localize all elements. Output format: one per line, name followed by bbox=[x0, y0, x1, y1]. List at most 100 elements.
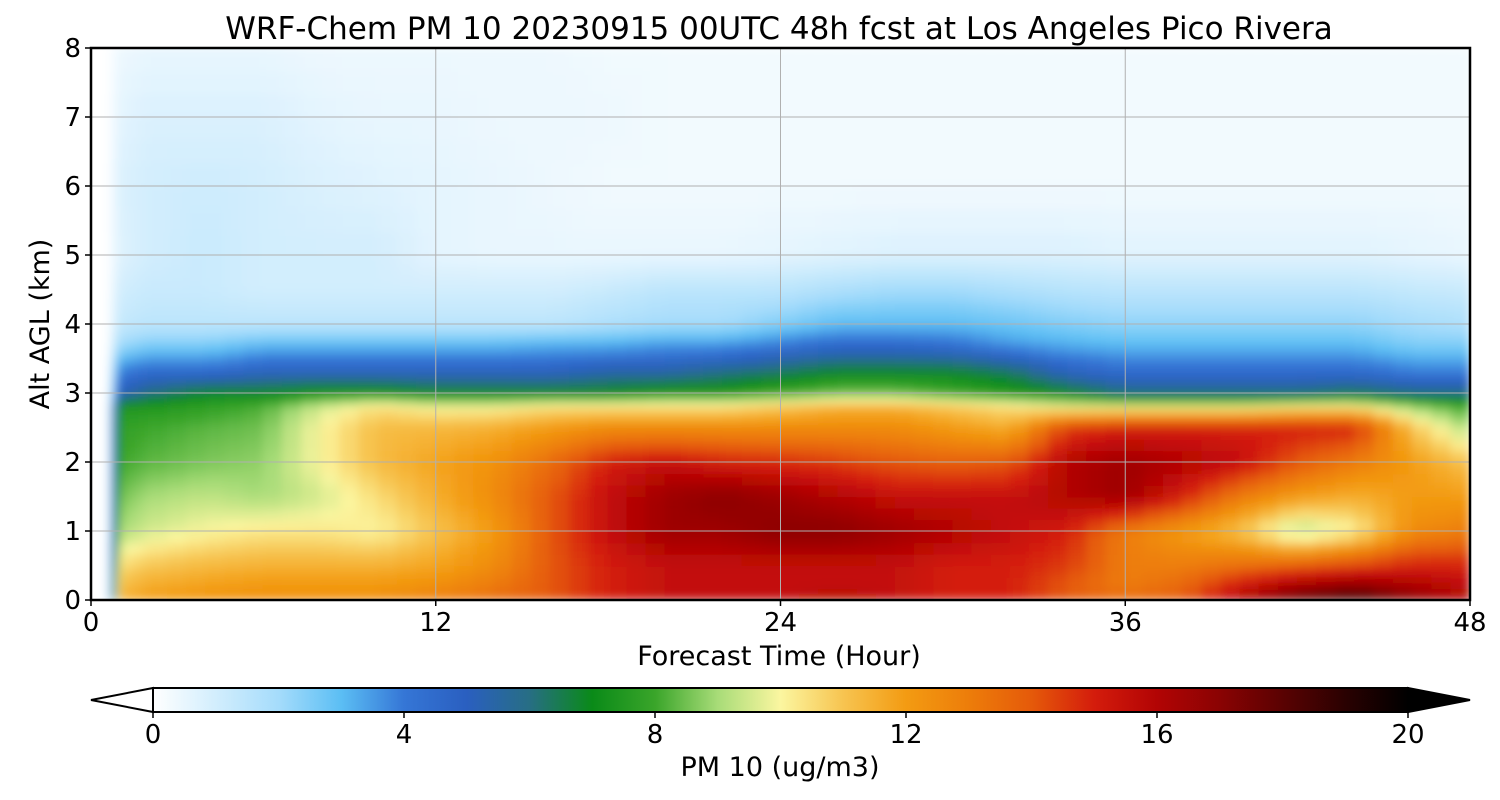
heatmap-cell bbox=[415, 461, 437, 475]
heatmap-cell bbox=[626, 518, 648, 532]
heatmap-cell bbox=[1028, 397, 1050, 403]
heatmap-cell bbox=[1354, 300, 1375, 314]
heatmap-cell bbox=[990, 406, 1011, 415]
heatmap-cell bbox=[626, 593, 648, 600]
heatmap-cell bbox=[1431, 587, 1452, 595]
heatmap-cell bbox=[1182, 265, 1203, 279]
heatmap-cell bbox=[626, 420, 648, 429]
heatmap-cell bbox=[1143, 518, 1165, 532]
heatmap-cell bbox=[1086, 438, 1107, 452]
heatmap-cell bbox=[971, 362, 992, 373]
heatmap-cell bbox=[664, 564, 686, 572]
heatmap-cell bbox=[569, 362, 590, 373]
heatmap-cell bbox=[473, 265, 494, 279]
heatmap-cell bbox=[492, 507, 513, 521]
heatmap-cell bbox=[1335, 162, 1356, 187]
heatmap-cell bbox=[1450, 426, 1470, 440]
heatmap-cell bbox=[779, 48, 801, 72]
heatmap-cell bbox=[645, 576, 667, 584]
heatmap-cell bbox=[550, 472, 571, 486]
heatmap-cell bbox=[473, 300, 494, 314]
heatmap-cell bbox=[971, 461, 992, 475]
heatmap-cell bbox=[101, 185, 109, 210]
heatmap-cell bbox=[473, 371, 494, 380]
heatmap-cell bbox=[1220, 139, 1241, 164]
heatmap-cell bbox=[339, 288, 360, 302]
heatmap-cell bbox=[1220, 344, 1241, 355]
heatmap-cell bbox=[1220, 582, 1241, 590]
heatmap-cell bbox=[473, 344, 494, 355]
heatmap-cell bbox=[1411, 576, 1433, 584]
heatmap-cell bbox=[818, 344, 839, 355]
heatmap-cell bbox=[1277, 587, 1299, 595]
heatmap-cell bbox=[492, 362, 513, 373]
heatmap-cell bbox=[818, 288, 839, 302]
heatmap-cell bbox=[875, 185, 897, 210]
heatmap-cell bbox=[1335, 582, 1356, 590]
heatmap-cell bbox=[1009, 254, 1031, 268]
heatmap-cell bbox=[760, 70, 782, 95]
heatmap-cell bbox=[741, 378, 762, 387]
heatmap-cell bbox=[1258, 593, 1280, 600]
heatmap-cell bbox=[415, 337, 437, 346]
heatmap-cell bbox=[1124, 530, 1146, 544]
heatmap-cell bbox=[281, 576, 303, 584]
heatmap-cell bbox=[1086, 553, 1107, 567]
heatmap-cell bbox=[1143, 582, 1165, 590]
heatmap-cell bbox=[262, 401, 284, 408]
heatmap-cell bbox=[1335, 401, 1356, 408]
heatmap-cell bbox=[224, 116, 245, 141]
colorbar-label: PM 10 (ug/m3) bbox=[681, 752, 880, 783]
heatmap-cell bbox=[101, 378, 109, 387]
heatmap-cell bbox=[971, 162, 992, 187]
heatmap-cell bbox=[1316, 139, 1337, 164]
heatmap-cell bbox=[96, 330, 104, 339]
heatmap-cell bbox=[799, 406, 820, 415]
heatmap-cell bbox=[1335, 420, 1356, 429]
heatmap-cell bbox=[1182, 426, 1203, 440]
heatmap-cell bbox=[415, 277, 437, 291]
heatmap-cell bbox=[358, 362, 379, 373]
heatmap-cell bbox=[107, 530, 113, 544]
heatmap-cell bbox=[1392, 344, 1414, 355]
heatmap-cell bbox=[320, 162, 341, 187]
heatmap-cell bbox=[396, 185, 418, 210]
heatmap-cell bbox=[281, 208, 303, 233]
heatmap-cell bbox=[147, 406, 169, 415]
heatmap-cell bbox=[301, 48, 322, 72]
heatmap-cell bbox=[741, 231, 762, 256]
heatmap-cell bbox=[1450, 472, 1470, 486]
heatmap-cell bbox=[818, 311, 839, 325]
heatmap-cell bbox=[119, 288, 130, 302]
heatmap-cell bbox=[760, 385, 782, 394]
heatmap-cell bbox=[262, 576, 284, 584]
heatmap-cell bbox=[626, 378, 648, 387]
heatmap-cell bbox=[971, 371, 992, 380]
heatmap-cell bbox=[115, 392, 121, 399]
heatmap-cell bbox=[1373, 139, 1394, 164]
heatmap-cell bbox=[1239, 593, 1260, 600]
heatmap-cell bbox=[107, 576, 113, 584]
heatmap-cell bbox=[1258, 371, 1280, 380]
heatmap-cell bbox=[262, 530, 284, 544]
heatmap-cell bbox=[473, 541, 494, 555]
heatmap-cell bbox=[1028, 392, 1050, 399]
heatmap-cell bbox=[396, 564, 418, 572]
heatmap-cell bbox=[1411, 507, 1433, 521]
heatmap-cell bbox=[569, 162, 590, 187]
heatmap-cell bbox=[320, 362, 341, 373]
heatmap-cell bbox=[530, 587, 552, 595]
heatmap-cell bbox=[262, 254, 284, 268]
heatmap-cell bbox=[320, 541, 341, 555]
heatmap-cell bbox=[1354, 593, 1375, 600]
heatmap-cell bbox=[722, 438, 743, 452]
heatmap-cell bbox=[111, 362, 117, 373]
heatmap-cell bbox=[1335, 116, 1356, 141]
heatmap-cell bbox=[626, 185, 648, 210]
heatmap-cell bbox=[818, 495, 839, 509]
heatmap-cell bbox=[894, 300, 916, 314]
colorbar-extend-high bbox=[1407, 686, 1471, 714]
heatmap-cell bbox=[1086, 311, 1107, 325]
heatmap-cell bbox=[1143, 231, 1165, 256]
heatmap-cell bbox=[1373, 495, 1394, 509]
